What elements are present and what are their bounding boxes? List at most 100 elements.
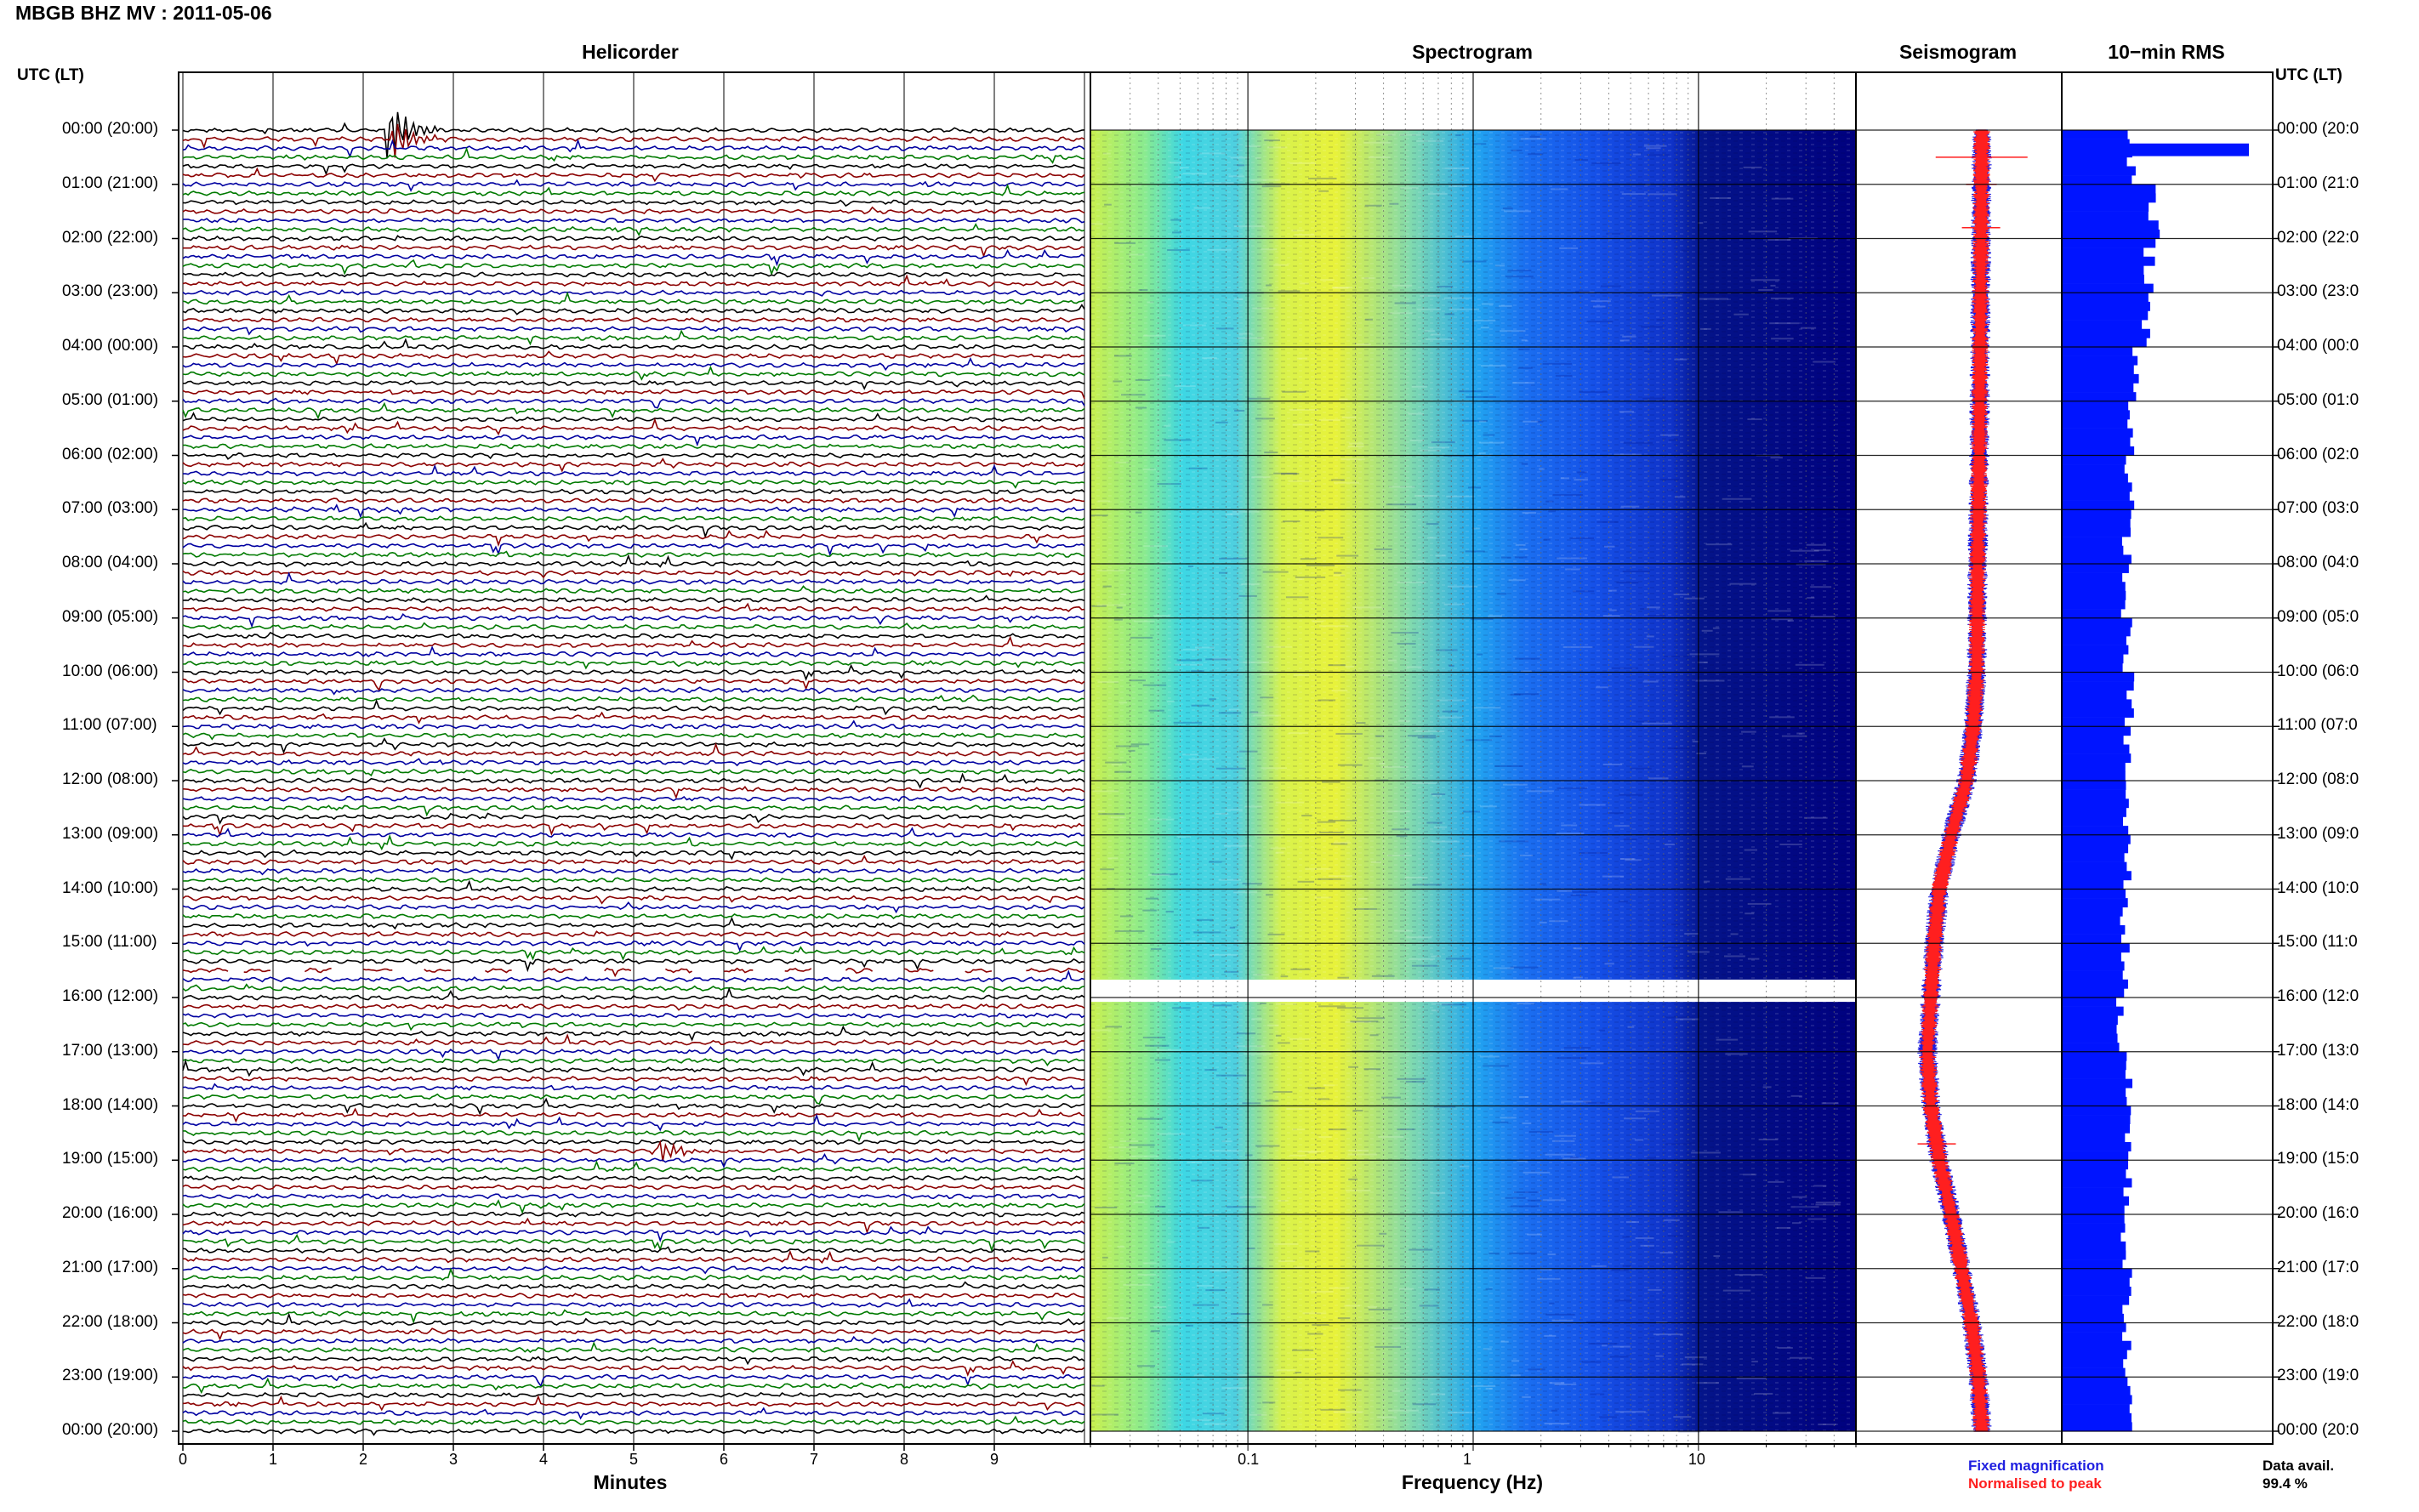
spectrogram-streak bbox=[1192, 1304, 1220, 1306]
spectrogram-streak bbox=[1795, 663, 1824, 666]
spectrogram-streak bbox=[1379, 1232, 1387, 1235]
utc-right-label: UTC (LT) bbox=[2275, 66, 2342, 84]
spectrogram-streak bbox=[1212, 1004, 1232, 1007]
helicorder-trace bbox=[182, 1327, 1085, 1341]
spectrogram-streak bbox=[1722, 497, 1752, 500]
spectrogram-streak bbox=[1705, 543, 1733, 546]
spectrogram-streak bbox=[1129, 1144, 1155, 1146]
spectrogram-streak bbox=[1363, 1068, 1381, 1071]
spectrogram-streak bbox=[1673, 594, 1690, 596]
rms-bar bbox=[2062, 184, 2156, 194]
spectrogram-streak bbox=[1497, 593, 1507, 595]
spectrogram-streak bbox=[1281, 473, 1300, 475]
rms-bar bbox=[2062, 1178, 2132, 1188]
rms-bar bbox=[2062, 1340, 2132, 1350]
spectrogram-streak bbox=[1581, 1361, 1602, 1363]
rms-bar bbox=[2062, 1070, 2126, 1079]
spectrogram-streak bbox=[1725, 1053, 1748, 1055]
spectrogram-streak bbox=[1508, 579, 1526, 582]
spectrogram-streak bbox=[1806, 543, 1827, 546]
spectrogram-streak bbox=[1404, 876, 1428, 878]
frequency-axis-label: Frequency (Hz) bbox=[1401, 1471, 1544, 1493]
spectrogram-streak bbox=[1798, 185, 1807, 188]
spectrogram-streak bbox=[1659, 1252, 1674, 1254]
spectrogram-streak bbox=[1441, 1003, 1467, 1006]
helicorder-trace bbox=[182, 737, 1085, 754]
spectrogram-streak bbox=[1157, 483, 1181, 486]
rms-bar bbox=[2062, 1268, 2132, 1278]
spectrogram-streak bbox=[1656, 319, 1664, 321]
spectrogram-streak bbox=[1260, 674, 1277, 676]
spectrogram-streak bbox=[1572, 590, 1595, 593]
helicorder-trace bbox=[182, 772, 1085, 789]
spectrogram-streak bbox=[1305, 1250, 1320, 1253]
helicorder-trace bbox=[182, 515, 1085, 522]
helicorder-trace bbox=[182, 1057, 1085, 1066]
rms-bar bbox=[2062, 1187, 2124, 1197]
spectrogram-streak bbox=[1640, 1244, 1654, 1247]
time-label-right: 20:00 (16:0 bbox=[2277, 1204, 2359, 1222]
spectrogram-streak bbox=[1111, 816, 1126, 819]
spectrogram-streak bbox=[1523, 1171, 1551, 1174]
spectrogram-streak bbox=[1559, 247, 1579, 249]
rms-bar bbox=[2062, 220, 2159, 230]
helicorder-trace bbox=[182, 304, 1085, 315]
helicorder-trace bbox=[182, 758, 1085, 767]
spectrogram-streak bbox=[1574, 159, 1588, 162]
spectrogram-streak bbox=[1770, 297, 1794, 299]
spectrogram-streak bbox=[1237, 337, 1265, 339]
spectrogram-streak bbox=[1791, 1196, 1807, 1198]
spectrogram-streak bbox=[1170, 162, 1181, 164]
helicorder-trace bbox=[182, 1217, 1085, 1235]
spectrogram-streak bbox=[1579, 391, 1608, 394]
spectrogram-streak bbox=[1196, 918, 1213, 921]
spectrogram-streak bbox=[1158, 374, 1171, 377]
spectrogram-streak bbox=[1444, 167, 1470, 169]
spectrogram-streak bbox=[1805, 1276, 1826, 1279]
spectrogram-streak bbox=[1335, 732, 1363, 735]
spectrogram-streak bbox=[1755, 1382, 1771, 1384]
spectrogram-streak bbox=[1514, 556, 1528, 559]
helicorder-trace bbox=[182, 543, 1085, 557]
helicorder-trace bbox=[182, 877, 1085, 884]
spectrogram-streak bbox=[1176, 659, 1203, 662]
helicorder-trace bbox=[182, 497, 1085, 504]
helicorder-trace bbox=[182, 1415, 1085, 1425]
spectrogram-streak bbox=[1592, 305, 1606, 308]
time-label-left: 04:00 (00:00) bbox=[62, 337, 159, 355]
helicorder-trace bbox=[182, 397, 1085, 409]
spectrogram-streak bbox=[1319, 625, 1349, 628]
spectrogram-streak bbox=[1813, 1185, 1827, 1187]
rms-peak-bar bbox=[2062, 143, 2249, 156]
spectrogram-streak bbox=[1431, 1009, 1439, 1012]
spectrogram-streak bbox=[1224, 844, 1252, 847]
rms-bar bbox=[2062, 1024, 2117, 1034]
rms-bar bbox=[2062, 898, 2128, 908]
spectrogram-streak bbox=[1762, 277, 1774, 280]
spectrogram-streak bbox=[1426, 821, 1443, 824]
spectrogram-streak bbox=[1459, 1165, 1470, 1168]
spectrogram-streak bbox=[1701, 448, 1732, 451]
helicorder-trace bbox=[182, 1249, 1085, 1265]
spectrogram-streak bbox=[1773, 1412, 1791, 1414]
spectrogram-streak bbox=[1205, 1289, 1225, 1292]
spectrogram-streak bbox=[1350, 1020, 1379, 1023]
spectrogram-streak bbox=[1311, 1290, 1334, 1293]
spectrogram-streak bbox=[1405, 1081, 1425, 1083]
spectrogram-streak bbox=[1557, 557, 1588, 560]
spectrogram-streak bbox=[1624, 1117, 1647, 1120]
spectrogram-streak bbox=[1233, 891, 1258, 894]
spectrogram-streak bbox=[1319, 831, 1344, 833]
spectrogram-streak bbox=[1642, 722, 1672, 725]
spectrogram-streak bbox=[1322, 781, 1340, 783]
spectrogram-streak bbox=[1090, 514, 1108, 517]
spectrogram-streak bbox=[1412, 1403, 1437, 1406]
minutes-tick-label: 5 bbox=[629, 1451, 639, 1468]
spectrogram-streak bbox=[1727, 868, 1745, 871]
spectrogram-streak bbox=[1521, 463, 1528, 465]
rms-bar bbox=[2062, 1088, 2126, 1098]
spectrogram-streak bbox=[1135, 378, 1151, 381]
rms-bar bbox=[2062, 807, 2126, 817]
spectrogram-streak bbox=[1202, 357, 1217, 360]
spectrogram-streak bbox=[1561, 824, 1578, 827]
